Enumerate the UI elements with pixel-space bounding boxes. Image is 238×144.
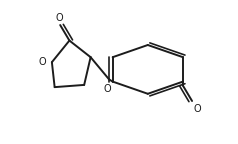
Text: O: O <box>39 57 46 67</box>
Text: O: O <box>104 84 111 94</box>
Text: O: O <box>55 13 63 23</box>
Text: O: O <box>194 104 202 114</box>
